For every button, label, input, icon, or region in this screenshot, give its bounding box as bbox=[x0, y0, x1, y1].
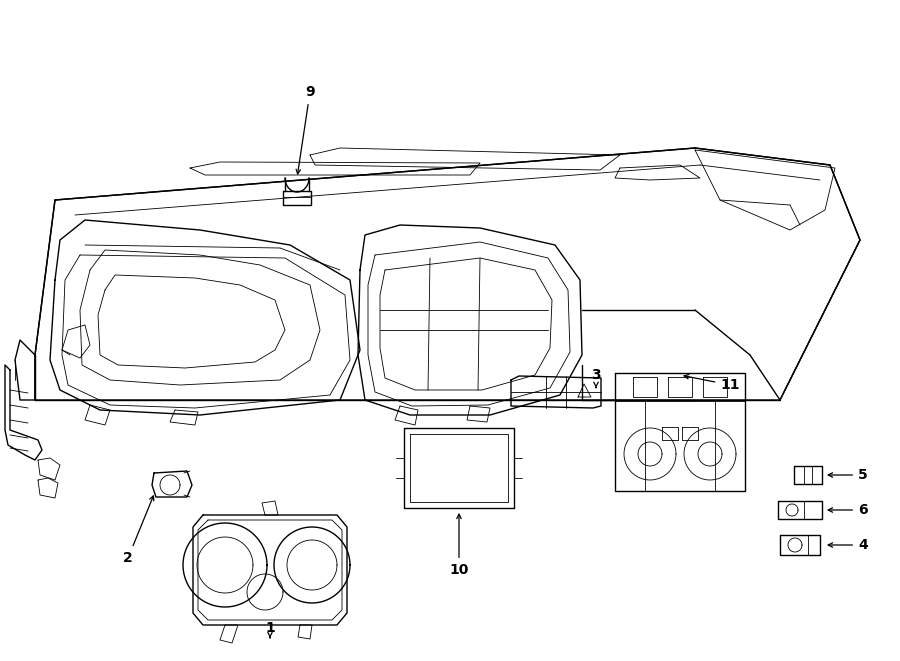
Text: 5: 5 bbox=[828, 468, 868, 482]
Text: 10: 10 bbox=[449, 514, 469, 577]
Text: 1: 1 bbox=[266, 621, 274, 638]
Text: 3: 3 bbox=[591, 368, 601, 387]
Text: 6: 6 bbox=[828, 503, 868, 517]
Text: 2: 2 bbox=[123, 496, 154, 565]
Text: 9: 9 bbox=[296, 85, 315, 174]
Text: 8: 8 bbox=[0, 660, 1, 661]
Text: 12: 12 bbox=[0, 660, 1, 661]
Text: 11: 11 bbox=[684, 375, 740, 392]
Text: 4: 4 bbox=[828, 538, 868, 552]
Text: 7: 7 bbox=[0, 660, 1, 661]
